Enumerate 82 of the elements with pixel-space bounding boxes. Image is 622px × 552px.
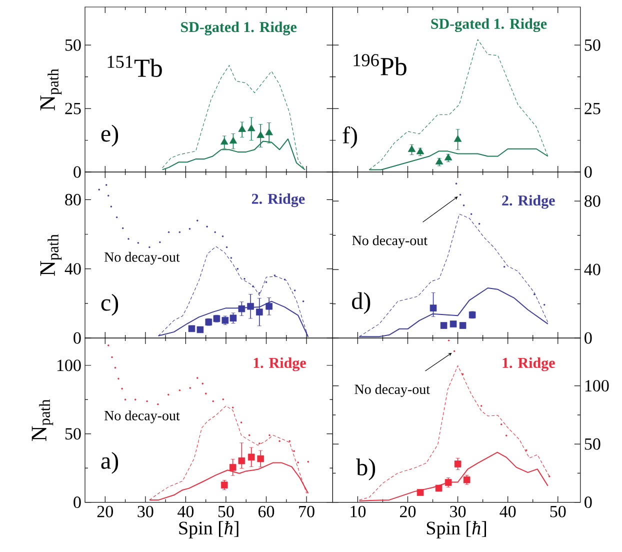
y-tick-label: 100 [585,380,609,392]
annotation: No decay-out [354,384,430,397]
y-tick-label: 50 [65,428,81,440]
y-tick-label: 50 [584,438,600,450]
x-tick-label: 30 [138,506,154,518]
x-axis-title: Spin [ħ] [179,521,238,538]
point [459,322,466,329]
point [454,460,462,468]
x-tick-label: 40 [178,506,194,518]
y-axis-title: N$_{path}$ [40,68,62,110]
point [238,305,246,312]
annotation: No decay-out [104,252,180,265]
point [238,125,246,132]
y-tick-label: 0 [584,166,592,178]
text: 2. Ridge [502,195,555,209]
point [416,148,424,154]
text: SD-gated 1. Ridge [431,18,547,32]
x-tick-label: 20 [97,506,113,518]
annotation: c) [101,294,118,316]
y-tick-label: 25 [584,102,600,114]
point [430,304,437,312]
annotation: e) [101,124,118,147]
point [416,489,424,496]
x-tick-label: 60 [258,506,274,518]
point [444,479,452,486]
annotation: No decay-out [104,410,180,424]
x-axis-title: Spin [ħ] [426,521,486,538]
y-tick-label: 80 [584,195,600,207]
point [247,302,254,310]
y-tick-label: 25 [65,102,81,114]
point [256,308,263,316]
y-tick-label: 0 [584,332,592,344]
point [230,314,237,322]
point [256,131,264,138]
point [435,158,444,164]
annotation: No decay-out [352,235,428,248]
x-tick-label: 50 [218,506,234,518]
x-tick-label: 70 [299,506,314,518]
point [454,135,462,142]
y-tick-label: 0 [74,166,81,178]
point [266,302,272,310]
point [229,136,238,144]
point [229,464,236,471]
y-tick-label: 0 [74,496,81,508]
annotation: d) [352,292,370,314]
annotation: $^{151}$Tb [108,56,162,78]
y-axis-title: N$_{path}$ [32,399,54,441]
x-tick-label: 10 [350,506,366,518]
x-tick-label: 30 [450,506,466,518]
point [435,484,442,492]
x-tick-label: 20 [400,506,416,518]
y-tick-label: 100 [57,360,81,372]
x-tick-label: 50 [550,506,566,518]
y-tick-label: 50 [584,39,600,51]
annotation: f) [342,126,357,148]
y-tick-label: 80 [65,194,81,206]
text: 2. Ridge [252,193,305,208]
point [248,124,256,132]
point [188,325,196,332]
text: 1. Ridge [502,357,555,372]
annotation: $^{196}$Pb [354,54,406,76]
point [248,454,255,460]
point [257,455,264,462]
point [440,322,448,329]
y-axis-title: N$_{path}$ [40,234,62,276]
point [444,154,452,160]
point [450,320,457,328]
annotation: b) [356,458,376,480]
y-tick-label: 40 [64,263,81,275]
y-tick-label: 0 [74,332,81,344]
annotation: a) [101,452,118,474]
point [265,128,273,136]
y-tick-label: 0 [584,496,592,508]
point [196,326,204,334]
y-tick-label: 50 [65,39,81,51]
y-tick-label: 40 [584,264,600,276]
point [238,457,246,464]
text: 1. Ridge [254,357,306,372]
point [220,482,228,488]
x-tick-label: 40 [500,506,516,518]
point [408,145,416,152]
text: SD-gated 1. Ridge [181,22,297,36]
